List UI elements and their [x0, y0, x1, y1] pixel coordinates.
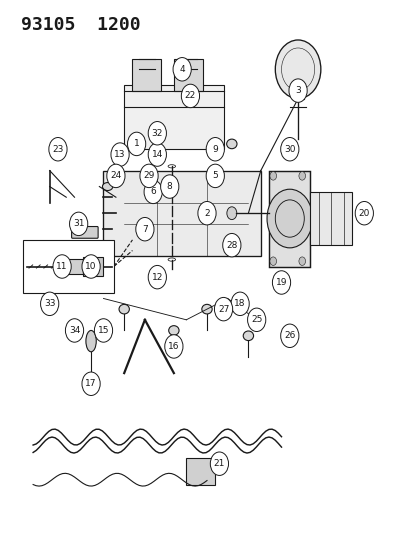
Circle shape: [210, 452, 228, 475]
Ellipse shape: [102, 182, 112, 191]
Text: 21: 21: [213, 459, 225, 468]
Circle shape: [275, 40, 320, 99]
Text: 23: 23: [52, 145, 64, 154]
Circle shape: [269, 257, 276, 265]
Circle shape: [40, 292, 59, 316]
Circle shape: [111, 143, 129, 166]
Circle shape: [148, 122, 166, 145]
FancyBboxPatch shape: [71, 227, 98, 238]
Circle shape: [164, 335, 183, 358]
Text: 7: 7: [142, 225, 147, 233]
FancyBboxPatch shape: [83, 257, 103, 276]
Text: 27: 27: [217, 305, 229, 313]
Text: 10: 10: [85, 262, 97, 271]
Text: 12: 12: [151, 273, 163, 281]
Circle shape: [247, 308, 265, 332]
Ellipse shape: [242, 331, 253, 341]
Circle shape: [269, 172, 276, 180]
Circle shape: [280, 138, 298, 161]
Text: 26: 26: [283, 332, 295, 340]
Text: 34: 34: [69, 326, 80, 335]
Ellipse shape: [119, 304, 129, 314]
Circle shape: [160, 175, 178, 198]
FancyBboxPatch shape: [268, 171, 310, 266]
Text: 5: 5: [212, 172, 218, 180]
FancyBboxPatch shape: [66, 259, 83, 274]
Circle shape: [148, 143, 166, 166]
Text: 11: 11: [56, 262, 68, 271]
Circle shape: [107, 164, 125, 188]
Circle shape: [53, 255, 71, 278]
Text: 18: 18: [234, 300, 245, 308]
Circle shape: [94, 319, 112, 342]
Circle shape: [135, 217, 154, 241]
Text: 3: 3: [294, 86, 300, 95]
Circle shape: [206, 164, 224, 188]
Circle shape: [82, 372, 100, 395]
Circle shape: [140, 164, 158, 188]
Text: 13: 13: [114, 150, 126, 159]
Circle shape: [266, 189, 312, 248]
Circle shape: [65, 319, 83, 342]
Text: 4: 4: [179, 65, 185, 74]
Text: 32: 32: [151, 129, 163, 138]
Circle shape: [354, 201, 373, 225]
Circle shape: [197, 201, 216, 225]
Circle shape: [226, 207, 236, 220]
Text: 8: 8: [166, 182, 172, 191]
Circle shape: [298, 172, 305, 180]
Text: 2: 2: [204, 209, 209, 217]
Text: 19: 19: [275, 278, 287, 287]
Text: 28: 28: [225, 241, 237, 249]
Circle shape: [206, 138, 224, 161]
Circle shape: [144, 180, 162, 204]
Text: 29: 29: [143, 172, 154, 180]
Text: 15: 15: [97, 326, 109, 335]
Ellipse shape: [226, 139, 237, 149]
Circle shape: [148, 265, 166, 289]
FancyBboxPatch shape: [310, 192, 351, 245]
Text: 9: 9: [212, 145, 218, 154]
Text: 6: 6: [150, 188, 156, 196]
FancyBboxPatch shape: [124, 85, 223, 149]
Circle shape: [82, 255, 100, 278]
FancyBboxPatch shape: [186, 458, 215, 485]
Text: 24: 24: [110, 172, 121, 180]
Text: 31: 31: [73, 220, 84, 228]
Circle shape: [280, 324, 298, 348]
Ellipse shape: [86, 330, 96, 352]
FancyBboxPatch shape: [173, 59, 202, 91]
FancyBboxPatch shape: [23, 240, 114, 293]
Ellipse shape: [169, 326, 178, 335]
FancyBboxPatch shape: [132, 59, 161, 91]
Circle shape: [288, 79, 306, 102]
Circle shape: [181, 84, 199, 108]
Circle shape: [222, 233, 240, 257]
Text: 30: 30: [283, 145, 295, 154]
Circle shape: [49, 138, 67, 161]
Circle shape: [230, 292, 249, 316]
Text: 33: 33: [44, 300, 55, 308]
Circle shape: [272, 271, 290, 294]
Text: 16: 16: [168, 342, 179, 351]
Text: 25: 25: [250, 316, 262, 324]
FancyBboxPatch shape: [103, 171, 260, 256]
Circle shape: [298, 257, 305, 265]
Ellipse shape: [202, 304, 212, 314]
Text: 14: 14: [151, 150, 163, 159]
Text: 20: 20: [358, 209, 369, 217]
Circle shape: [69, 212, 88, 236]
Text: 1: 1: [133, 140, 139, 148]
Circle shape: [214, 297, 232, 321]
Text: 22: 22: [184, 92, 196, 100]
Text: 17: 17: [85, 379, 97, 388]
Circle shape: [173, 58, 191, 81]
Text: 93105  1200: 93105 1200: [21, 16, 140, 34]
Circle shape: [127, 132, 145, 156]
